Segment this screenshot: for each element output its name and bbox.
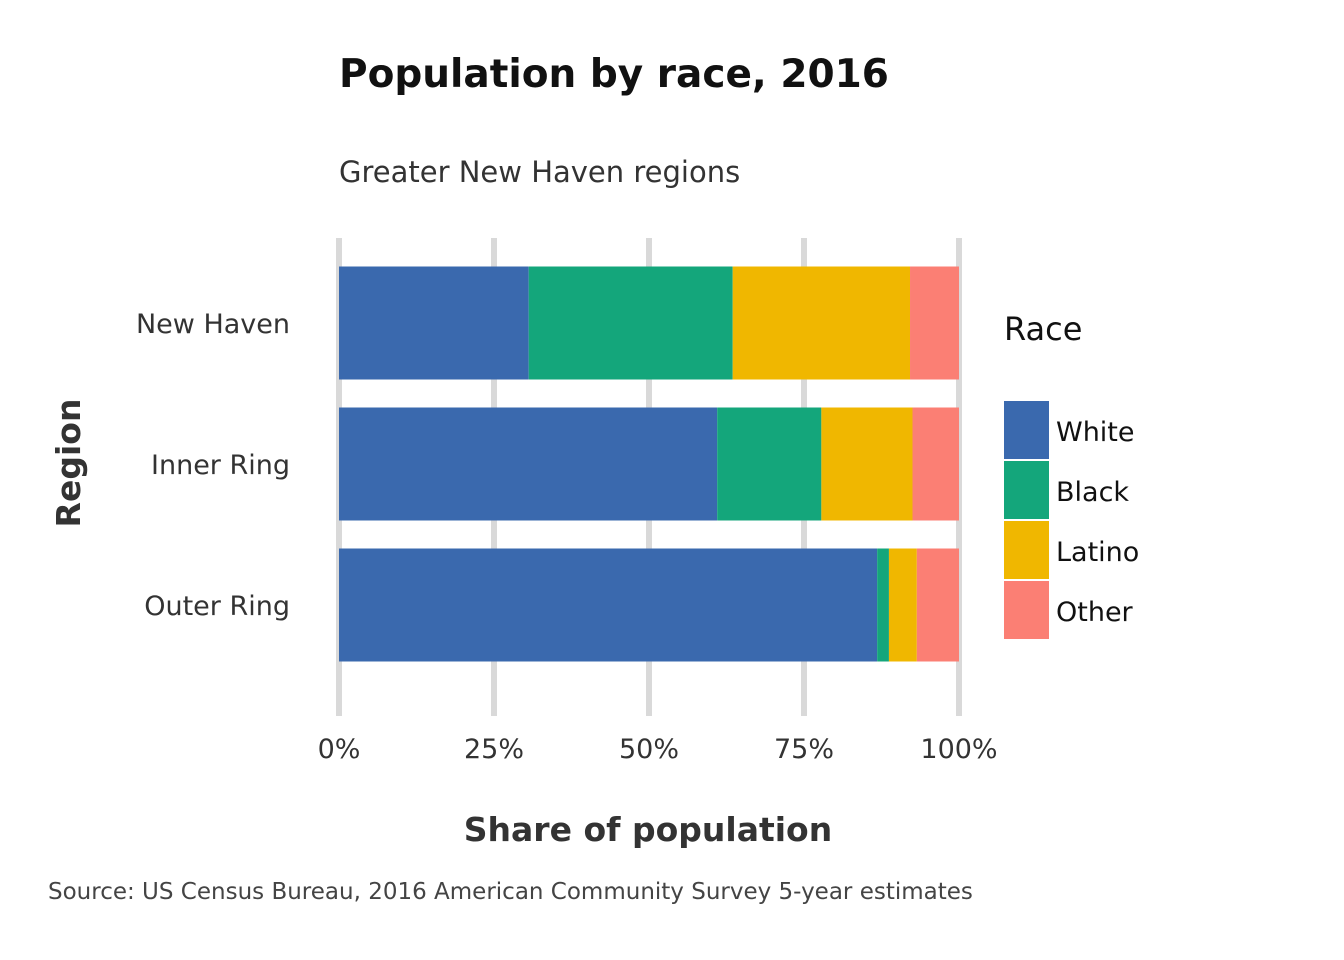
legend-swatch-white bbox=[1004, 401, 1049, 459]
legend-items: White Black Latino Other bbox=[1004, 401, 1139, 639]
legend-label-other: Other bbox=[1056, 597, 1134, 628]
bar-outer-ring-black bbox=[877, 548, 889, 662]
x-tick-label-2: 50% bbox=[619, 734, 679, 765]
bar-new-haven-latino bbox=[732, 266, 911, 380]
bar-inner-ring-other bbox=[912, 407, 959, 521]
bar-outer-ring-latino bbox=[888, 548, 917, 662]
bars bbox=[339, 266, 959, 662]
x-tick-label-4: 100% bbox=[920, 734, 997, 765]
chart-title: Population by race, 2016 bbox=[339, 52, 889, 97]
legend: Race White Black Latino Other bbox=[1004, 310, 1139, 639]
legend-swatch-latino bbox=[1004, 521, 1049, 579]
legend-label-black: Black bbox=[1056, 477, 1129, 508]
legend-title: Race bbox=[1004, 310, 1082, 348]
x-tick-label-0: 0% bbox=[318, 734, 361, 765]
x-axis-label: Share of population bbox=[464, 810, 832, 849]
bar-inner-ring-latino bbox=[821, 407, 913, 521]
chart-subtitle: Greater New Haven regions bbox=[339, 155, 740, 189]
y-tick-label-1: Inner Ring bbox=[151, 450, 290, 481]
bar-new-haven-white bbox=[339, 266, 529, 380]
bar-new-haven-other bbox=[910, 266, 959, 380]
legend-label-white: White bbox=[1056, 417, 1135, 448]
x-tick-labels: 0% 25% 50% 75% 100% bbox=[318, 734, 998, 765]
chart-caption: Source: US Census Bureau, 2016 American … bbox=[48, 879, 973, 905]
legend-swatch-black bbox=[1004, 461, 1049, 519]
bar-inner-ring-white bbox=[339, 407, 718, 521]
x-tick-label-3: 75% bbox=[774, 734, 834, 765]
y-tick-label-2: Outer Ring bbox=[144, 591, 290, 622]
y-tick-label-0: New Haven bbox=[136, 309, 290, 340]
x-tick-label-1: 25% bbox=[464, 734, 524, 765]
bar-outer-ring-other bbox=[916, 548, 959, 662]
bar-inner-ring-black bbox=[717, 407, 822, 521]
bar-new-haven-black bbox=[528, 266, 733, 380]
legend-label-latino: Latino bbox=[1056, 537, 1139, 568]
bar-outer-ring-white bbox=[339, 548, 878, 662]
legend-swatch-other bbox=[1004, 581, 1049, 639]
y-tick-labels: New Haven Inner Ring Outer Ring bbox=[136, 309, 290, 622]
y-axis-label: Region bbox=[49, 399, 88, 528]
